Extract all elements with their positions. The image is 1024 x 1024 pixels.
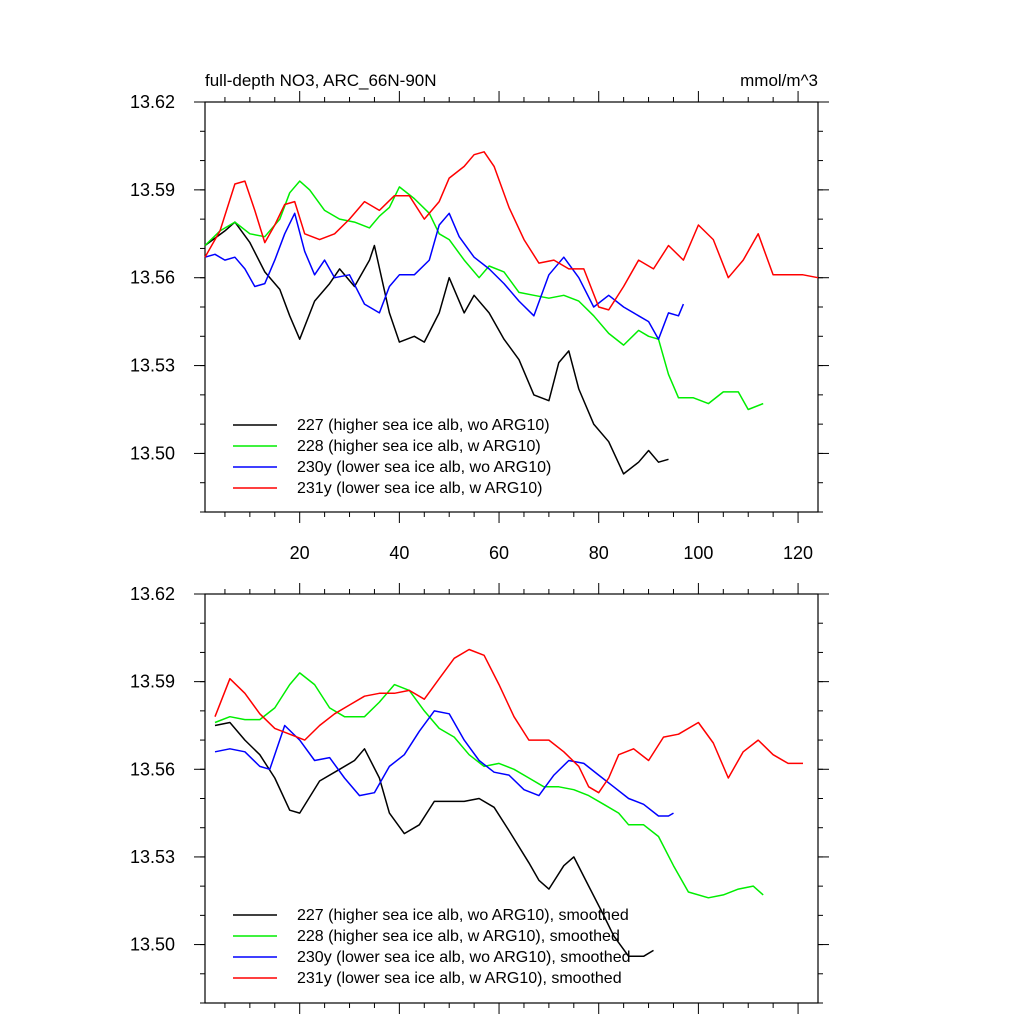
series-line-2 <box>204 212 685 340</box>
series-line-0 <box>204 221 669 475</box>
x-tick-label: 60 <box>489 543 509 563</box>
legend-label: 231y (lower sea ice alb, w ARG10), smoot… <box>297 970 622 987</box>
series-line-1 <box>214 672 764 899</box>
series-line-2 <box>214 710 674 817</box>
legend-label: 231y (lower sea ice alb, w ARG10) <box>297 480 542 497</box>
chart-units: mmol/m^3 <box>740 71 818 90</box>
y-tick-label: 13.50 <box>130 935 175 955</box>
x-tick-label: 120 <box>783 543 813 563</box>
y-tick-label: 13.62 <box>130 92 175 112</box>
legend-label: 227 (higher sea ice alb, wo ARG10), smoo… <box>297 907 629 924</box>
y-tick-label: 13.53 <box>130 356 175 376</box>
legend-label: 228 (higher sea ice alb, w ARG10) <box>297 438 541 455</box>
y-tick-label: 13.56 <box>130 759 175 779</box>
series-line-3 <box>214 648 803 794</box>
series-line-3 <box>204 151 819 311</box>
x-tick-label: 100 <box>683 543 713 563</box>
legend-label: 227 (higher sea ice alb, wo ARG10) <box>297 417 550 434</box>
y-tick-label: 13.53 <box>130 847 175 867</box>
legend-label: 230y (lower sea ice alb, wo ARG10) <box>297 459 551 476</box>
chart-title: full-depth NO3, ARC_66N-90N <box>205 71 437 90</box>
y-tick-label: 13.56 <box>130 268 175 288</box>
bottom-panel: 13.50 13.53 13.56 13.59 13.62 227 (higher sea… <box>130 583 829 1014</box>
y-tick-label: 13.62 <box>130 584 175 604</box>
series-line-0 <box>214 721 654 958</box>
legend-label: 230y (lower sea ice alb, wo ARG10), smoo… <box>297 949 631 966</box>
x-tick-label: 80 <box>589 543 609 563</box>
y-tick-label: 13.59 <box>130 672 175 692</box>
y-tick-label: 13.59 <box>130 180 175 200</box>
top-panel: 13.50 13.53 13.56 13.59 13.62 20 40 60 80 100 120 2… <box>130 91 829 563</box>
y-tick-label: 13.50 <box>130 443 175 463</box>
legend-label: 228 (higher sea ice alb, w ARG10), smoot… <box>297 928 620 945</box>
series-line-1 <box>204 180 764 411</box>
x-tick-label: 40 <box>389 543 409 563</box>
x-tick-label: 20 <box>290 543 310 563</box>
